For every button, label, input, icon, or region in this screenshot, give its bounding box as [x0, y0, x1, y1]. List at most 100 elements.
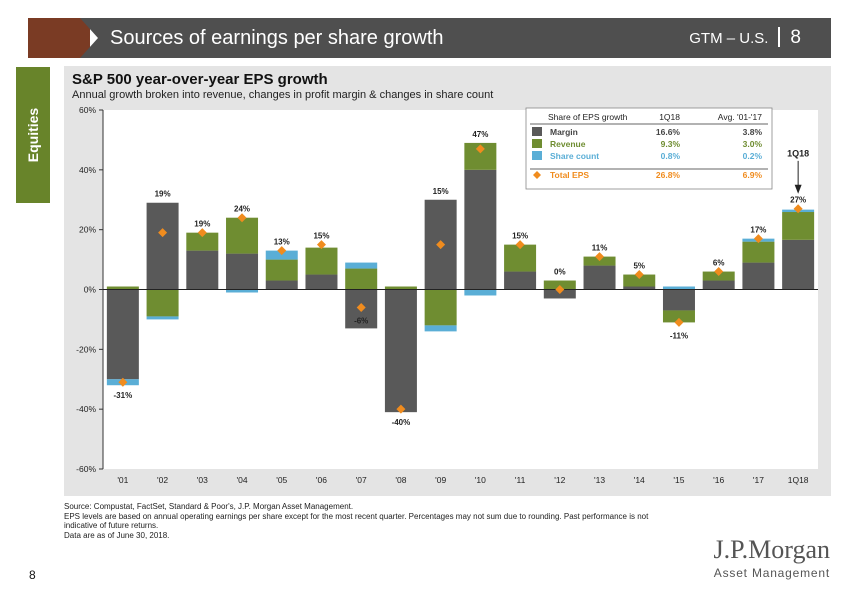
total-eps-label: -11%: [670, 331, 688, 340]
legend-label-margin: Margin: [550, 127, 578, 137]
total-eps-marker: [396, 404, 406, 414]
legend-swatch-margin: [532, 127, 542, 136]
x-tick-label: '14: [634, 475, 645, 485]
total-eps-marker: [793, 204, 803, 214]
total-eps-label: -6%: [354, 316, 368, 325]
guide-section: GTM – U.S. 8: [689, 27, 801, 50]
total-eps-marker: [277, 246, 287, 256]
bar-revenue: [265, 259, 298, 281]
x-tick-label: '05: [276, 475, 287, 485]
total-eps-label: 13%: [274, 238, 290, 247]
x-tick-label: '02: [157, 475, 168, 485]
page-number: 8: [29, 568, 36, 582]
section-label: GTM – U.S.: [689, 30, 769, 47]
legend-header-1q18: 1Q18: [659, 112, 680, 122]
x-tick-label: '10: [475, 475, 486, 485]
chart-subtitle: Annual growth broken into revenue, chang…: [72, 89, 494, 101]
bar-revenue: [186, 232, 219, 251]
logo-subtitle: Asset Management: [713, 566, 830, 580]
y-tick-label: 60%: [79, 105, 96, 115]
y-tick-label: -60%: [76, 464, 96, 474]
total-eps-label: 19%: [194, 220, 210, 229]
bar-share_count: [424, 325, 457, 332]
total-eps-marker: [475, 144, 485, 154]
total-eps-marker: [753, 234, 763, 244]
bar-share_count: [226, 289, 259, 293]
total-eps-marker: [158, 228, 168, 238]
total-eps-marker: [356, 302, 366, 312]
legend-label-share_count: Share count: [550, 151, 599, 161]
x-tick-label: '04: [236, 475, 247, 485]
legend-1q18-margin: 16.6%: [656, 127, 681, 137]
bar-revenue: [662, 310, 695, 323]
bar-margin: [504, 271, 537, 290]
bar-share_count: [464, 289, 497, 296]
bar-margin: [265, 280, 298, 290]
legend-header-avg: Avg. '01-'17: [718, 112, 762, 122]
total-eps-marker: [436, 240, 446, 250]
total-eps-label: 5%: [633, 262, 645, 271]
total-eps-marker: [674, 317, 684, 327]
bar-margin: [464, 169, 497, 290]
x-tick-label: 1Q18: [788, 475, 809, 485]
banner-brand-block: [28, 18, 90, 58]
total-eps-label: 47%: [472, 130, 488, 139]
bar-revenue: [305, 247, 338, 275]
y-tick-label: 40%: [79, 165, 96, 175]
bar-revenue: [384, 286, 417, 290]
legend-avg-revenue: 3.0%: [743, 139, 763, 149]
total-eps-label: 15%: [313, 232, 329, 241]
total-eps-label: 17%: [750, 226, 766, 235]
legend-swatch-revenue: [532, 139, 542, 148]
section-divider: [778, 27, 781, 47]
x-tick-label: '11: [515, 475, 526, 485]
callout-label: 1Q18: [787, 148, 809, 158]
callout-arrow-head: [794, 184, 802, 194]
total-eps-label: 15%: [512, 232, 528, 241]
logo-wordmark: J.P.Morgan: [713, 535, 830, 564]
y-tick-label: 20%: [79, 225, 96, 235]
total-eps-marker: [714, 267, 724, 277]
total-eps-label: 0%: [554, 268, 566, 277]
bar-revenue: [424, 289, 457, 326]
banner-title-bar: [80, 18, 831, 58]
bar-margin: [305, 274, 338, 290]
total-eps-label: -40%: [392, 418, 411, 427]
y-tick-label: 0%: [84, 285, 97, 295]
legend-box: [525, 107, 773, 190]
total-eps-label: 27%: [790, 196, 806, 205]
legend-label-revenue: Revenue: [550, 139, 586, 149]
bar-margin: [583, 265, 616, 290]
legend-label-total_eps: Total EPS: [550, 170, 589, 180]
bar-margin: [384, 289, 417, 413]
bar-revenue: [345, 268, 378, 290]
x-tick-label: '12: [554, 475, 565, 485]
data-date-line: Data are as of June 30, 2018.: [64, 530, 170, 540]
disclaimer-line: EPS levels are based on annual operating…: [64, 511, 649, 531]
total-eps-marker: [595, 252, 605, 262]
x-tick-label: '17: [753, 475, 764, 485]
legend-swatch-total-eps: [533, 171, 541, 179]
x-tick-label: '03: [197, 475, 208, 485]
y-tick-label: -40%: [76, 404, 96, 414]
total-eps-marker: [197, 228, 207, 238]
y-tick-label: -20%: [76, 344, 96, 354]
total-eps-label: 6%: [713, 259, 725, 268]
bar-revenue: [226, 217, 259, 254]
bar-margin: [186, 250, 219, 290]
total-eps-label: 15%: [433, 187, 449, 196]
x-tick-label: '07: [356, 475, 367, 485]
legend-header-label: Share of EPS growth: [548, 112, 628, 122]
bar-margin: [702, 280, 735, 290]
legend-1q18-revenue: 9.3%: [661, 139, 681, 149]
x-tick-label: '16: [713, 475, 724, 485]
bar-margin: [623, 286, 656, 290]
x-tick-label: '01: [117, 475, 128, 485]
bar-revenue: [106, 286, 139, 290]
x-tick-label: '09: [435, 475, 446, 485]
total-eps-marker: [118, 377, 128, 387]
bar-margin: [662, 289, 695, 311]
legend-avg-margin: 3.8%: [743, 127, 763, 137]
side-tab-equities[interactable]: Equities: [16, 67, 50, 203]
